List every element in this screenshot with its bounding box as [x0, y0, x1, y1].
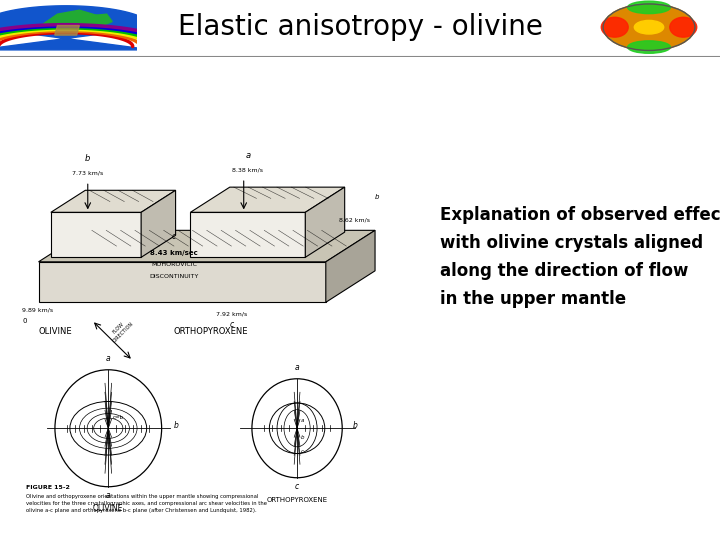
Text: c=b: c=b — [112, 415, 124, 420]
Text: OLIVINE: OLIVINE — [93, 504, 123, 514]
Text: b: b — [353, 421, 357, 430]
Text: a: a — [246, 151, 251, 160]
Text: b: b — [174, 421, 179, 430]
Text: 0: 0 — [22, 318, 27, 323]
Polygon shape — [39, 231, 375, 262]
Ellipse shape — [601, 17, 628, 37]
Text: c: c — [295, 482, 300, 491]
Text: c: c — [301, 449, 304, 454]
Text: 8.62 km/s: 8.62 km/s — [339, 217, 370, 222]
Polygon shape — [190, 187, 345, 212]
Polygon shape — [39, 262, 325, 302]
Polygon shape — [325, 231, 375, 302]
Text: c: c — [172, 232, 176, 241]
Text: 7.92 km/s: 7.92 km/s — [216, 312, 247, 317]
Text: c: c — [229, 320, 233, 329]
Text: a: a — [106, 491, 111, 500]
Text: 8.43 km/sec: 8.43 km/sec — [150, 250, 198, 256]
Circle shape — [634, 21, 664, 34]
Text: ORTHOPYROXENE: ORTHOPYROXENE — [266, 497, 328, 503]
Text: a: a — [106, 354, 111, 363]
Text: MOHOROVICIC: MOHOROVICIC — [151, 262, 197, 267]
Polygon shape — [55, 25, 79, 35]
Text: Explanation of observed effects
with olivine crystals aligned
along the directio: Explanation of observed effects with oli… — [441, 206, 720, 308]
Polygon shape — [0, 6, 152, 50]
Polygon shape — [141, 190, 176, 258]
Text: b: b — [85, 154, 91, 163]
Text: a: a — [301, 417, 305, 422]
Ellipse shape — [628, 1, 670, 14]
Polygon shape — [41, 10, 99, 30]
Text: OLIVINE: OLIVINE — [39, 327, 72, 336]
Text: Elastic anisotropy - olivine: Elastic anisotropy - olivine — [178, 13, 542, 41]
Polygon shape — [190, 212, 305, 258]
Polygon shape — [305, 187, 345, 258]
Text: 7.73 km/s: 7.73 km/s — [72, 171, 104, 176]
Text: FLOW
DIRECTION: FLOW DIRECTION — [107, 317, 134, 344]
Text: Seismology and the Earth's Deep Interior: Seismology and the Earth's Deep Interior — [6, 519, 264, 532]
Text: FIGURE 15-2: FIGURE 15-2 — [26, 485, 70, 490]
Polygon shape — [76, 14, 112, 30]
Text: b: b — [301, 435, 305, 441]
Text: Elasticity and Seismic Waves: Elasticity and Seismic Waves — [533, 519, 714, 532]
Text: 8.38 km/s: 8.38 km/s — [233, 167, 264, 172]
Text: DISCONTINUITY: DISCONTINUITY — [149, 274, 199, 279]
Text: b: b — [375, 194, 379, 200]
Text: ORTHOPYROXENE: ORTHOPYROXENE — [174, 327, 248, 336]
Text: 9.89 km/s: 9.89 km/s — [22, 307, 53, 312]
Ellipse shape — [603, 4, 695, 50]
Polygon shape — [51, 190, 176, 212]
Text: a: a — [294, 363, 300, 372]
Polygon shape — [51, 212, 141, 258]
Ellipse shape — [628, 41, 670, 53]
Ellipse shape — [670, 17, 697, 37]
Text: Olivine and orthopyroxene orientations within the upper mantle showing compressi: Olivine and orthopyroxene orientations w… — [26, 495, 267, 514]
